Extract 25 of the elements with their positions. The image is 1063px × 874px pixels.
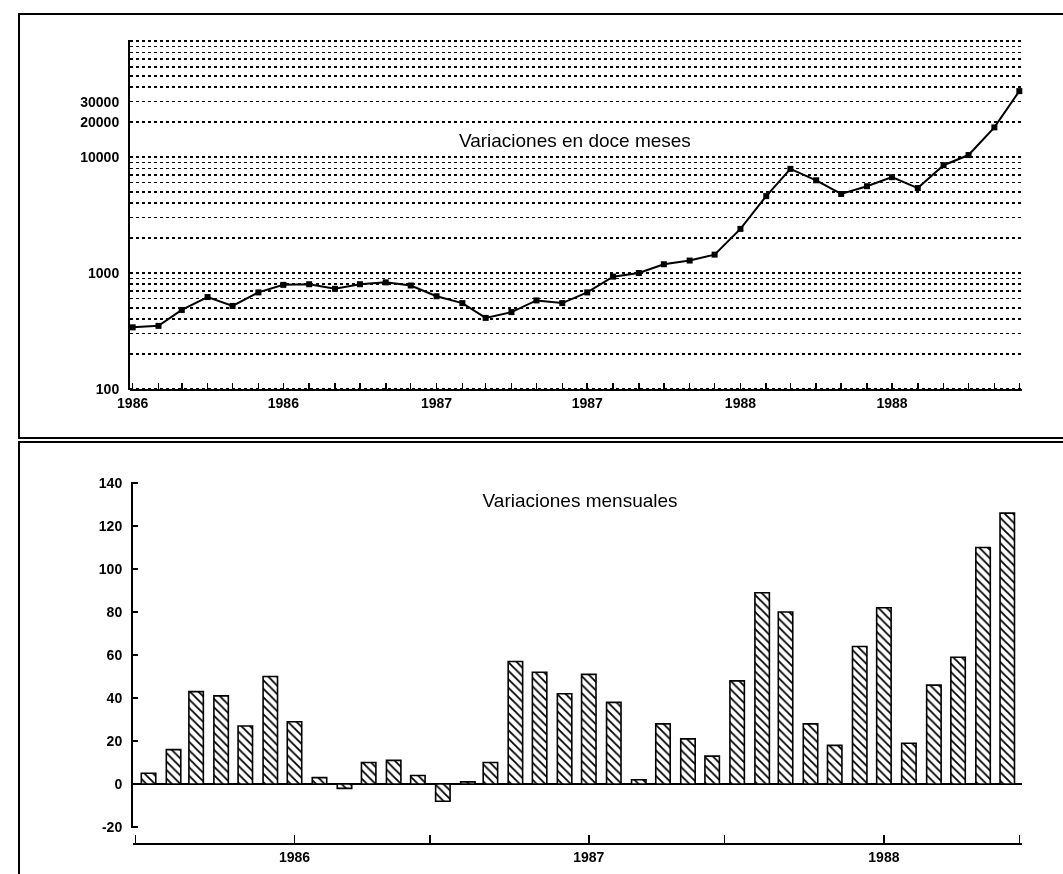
y-tick-label: 10000: [80, 148, 120, 165]
x-tick-label: 1986: [278, 848, 311, 865]
x-tick-label: 1986: [267, 394, 300, 411]
y-tick-label: 30000: [80, 93, 120, 110]
y-tick-label: 20: [106, 732, 123, 749]
y-tick-label: 0: [114, 775, 123, 792]
x-tick-label: 1988: [868, 848, 900, 865]
y-tick-label: 40: [106, 689, 123, 706]
x-tick-label: 1987: [573, 848, 605, 865]
x-tick-label: 1988: [876, 394, 908, 411]
x-tick-label: 1986: [117, 394, 149, 411]
y-tick-label: 100: [98, 560, 123, 577]
y-tick-label: 120: [98, 517, 123, 534]
text: Variaciones en doce meses: [458, 129, 691, 151]
x-tick-label: 1988: [724, 394, 757, 411]
y-tick-label: 1000: [88, 264, 120, 281]
y-tick-label: 100: [95, 380, 120, 397]
y-tick-label: 60: [106, 646, 123, 663]
y-tick-label: -20: [101, 818, 123, 835]
x-tick-label: 1987: [571, 394, 604, 411]
y-tick-label: 20000: [80, 114, 120, 130]
x-tick-label: 1987: [420, 394, 453, 411]
chart-title: Variaciones mensuales: [482, 489, 678, 511]
y-tick-label: 80: [106, 603, 123, 620]
y-tick-label: 140: [98, 474, 123, 491]
